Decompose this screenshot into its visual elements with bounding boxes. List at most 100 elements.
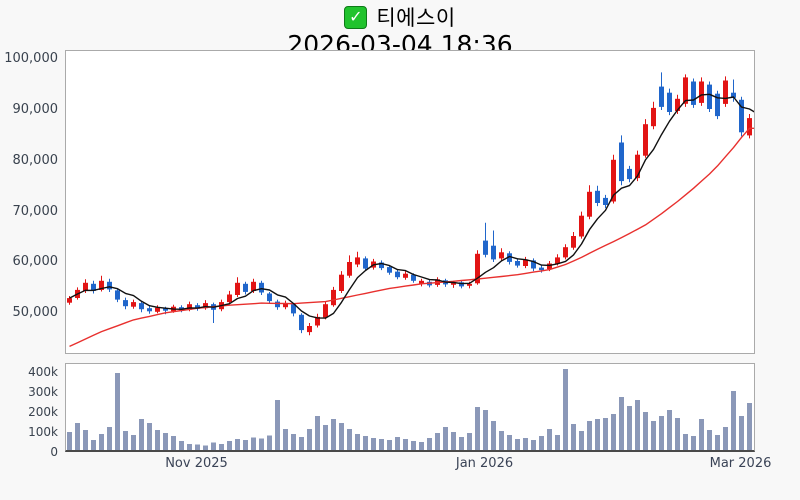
candle-body [635,154,640,179]
candle-body [323,304,328,318]
candle-body [155,307,160,312]
candle-body [699,81,704,103]
candle-body [315,316,320,326]
volume-bar [267,435,272,450]
candle-body [467,283,472,286]
volume-bar [507,435,512,450]
date-tick-label: Nov 2025 [165,456,228,471]
volume-bar [435,433,440,450]
candle-body [619,142,624,182]
volume-bar [491,421,496,450]
volume-bar [451,432,456,450]
candle-body [459,282,464,287]
volume-bar [315,416,320,450]
candle-body [99,280,104,290]
volume-bar [203,445,208,450]
volume-bar [603,418,608,450]
volume-bar [107,427,112,450]
volume-bar [675,418,680,450]
candle-body [499,252,504,259]
candle-body [283,303,288,308]
candle-body [419,280,424,284]
volume-bar [67,432,72,450]
candle-body [715,93,720,117]
volume-bar [547,429,552,450]
volume-bar [707,430,712,450]
candle-body [251,281,256,291]
volume-bar [627,406,632,450]
title-row: ✓ 티에스이 [0,4,800,30]
volume-bar [251,437,256,450]
candle-body [131,302,136,307]
candle-body [491,245,496,260]
volume-bar [75,423,80,450]
candle-body [723,80,728,104]
candle-body [67,298,72,303]
volume-bar [515,439,520,450]
volume-bar [531,440,536,450]
volume-bar [91,440,96,450]
candle-body [307,326,312,333]
volume-bar [227,441,232,450]
volume-bar [443,427,448,450]
volume-bar [195,444,200,450]
volume-bar [371,438,376,450]
volume-bar [699,419,704,450]
candle-body [571,236,576,248]
candle-body [747,118,752,136]
volume-bar [651,421,656,450]
volume-bar [363,436,368,450]
volume-bar [139,419,144,450]
candle-body [203,303,208,309]
candle-body [659,86,664,107]
volume-bar [723,427,728,450]
candle-body [339,274,344,291]
volume-bar [115,373,120,450]
volume-bar [379,439,384,450]
volume-bar [403,439,408,450]
volume-bar [523,438,528,450]
volume-bar [291,434,296,450]
volume-bar [459,437,464,450]
volume-bar [427,438,432,450]
price-panel[interactable] [65,50,755,354]
price-tick-label: 70,000 [12,203,59,219]
candle-body [739,99,744,133]
price-tick-label: 90,000 [12,101,59,117]
candle-body [587,191,592,217]
candle-body [603,197,608,205]
candle-body [347,262,352,276]
candle-body [475,253,480,284]
candle-body [579,215,584,237]
candle-body [451,282,456,285]
volume-tick-label: 400k [28,365,58,379]
candle-body [299,314,304,331]
price-tick-label: 80,000 [12,152,59,168]
volume-bar [123,431,128,450]
volume-tick-label: 200k [28,405,58,419]
candle-body [147,308,152,312]
volume-bar [211,442,216,450]
candle-body [123,300,128,307]
volume-bar [715,435,720,450]
volume-bar [83,430,88,450]
volume-bar [307,429,312,450]
price-tick-label: 60,000 [12,254,59,270]
candle-body [379,262,384,269]
volume-bar [387,440,392,450]
candle-body [707,84,712,109]
volume-bar [163,433,168,450]
candle-body [627,168,632,180]
volume-bar [731,391,736,450]
candle-body [555,257,560,264]
volume-bar [747,403,752,450]
volume-bar [355,434,360,450]
candle-body [531,260,536,269]
volume-panel[interactable] [65,363,755,452]
volume-bar [691,436,696,450]
candle-body [331,289,336,306]
volume-bar [475,407,480,450]
date-tick-label: Jan 2026 [455,456,514,471]
candle-body [259,282,264,293]
ma-slow-line [69,127,754,348]
